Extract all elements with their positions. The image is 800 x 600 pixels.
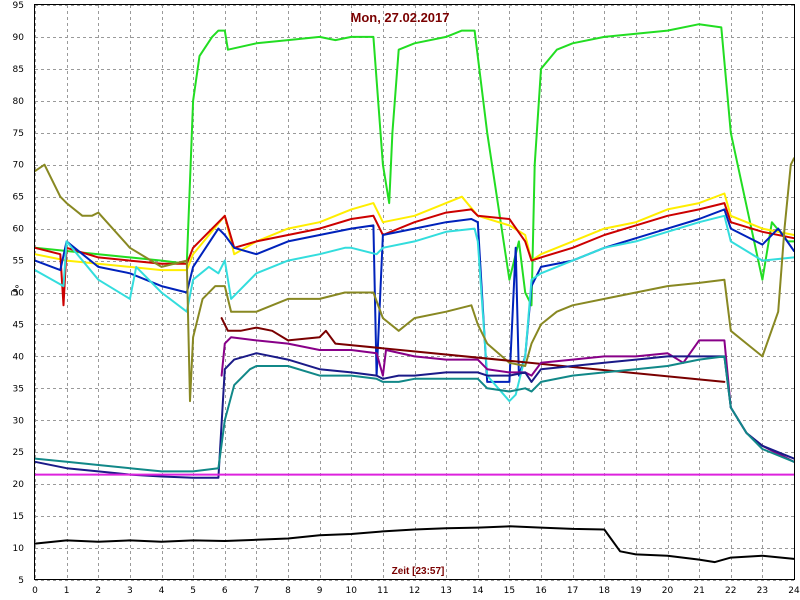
x-tick-label: 9 [317,586,323,596]
x-tick-label: 15 [504,586,515,596]
y-tick-label: 35 [13,384,24,394]
series-line-8 [220,336,795,463]
y-tick-label: 60 [13,225,25,235]
x-tick-label: 5 [190,586,196,596]
x-tick-label: 8 [285,586,291,596]
x-tick-label: 22 [725,586,736,596]
x-tick-label: 17 [567,586,578,596]
x-tick-label: 12 [409,586,420,596]
y-tick-label: 70 [13,161,25,171]
y-tick-label: 90 [13,33,25,43]
x-tick-label: 18 [599,586,611,596]
x-tick-label: 2 [95,586,101,596]
series-line-1 [34,23,795,307]
x-tick-label: 0 [32,586,38,596]
y-tick-label: 10 [13,544,25,554]
series-line-6 [34,157,795,403]
x-tick-label: 1 [64,586,70,596]
x-tick-label: 21 [693,586,704,596]
x-tick-label: 23 [757,586,768,596]
plot-area-border [34,4,795,580]
y-tick-label: 45 [13,320,24,330]
x-tick-label: 4 [159,586,165,596]
y-tick-label: 65 [13,193,24,203]
series-line-9 [34,352,795,479]
series-line-10 [34,355,795,473]
y-tick-label: 55 [13,257,24,267]
series-line-12 [34,525,795,564]
chart-title: Mon, 27.02.2017 [351,10,450,25]
x-tick-label: 11 [377,586,388,596]
x-tick-label: 3 [127,586,133,596]
y-tick-label: 95 [13,1,24,11]
series-lines [34,23,795,564]
x-tick-label: 10 [346,586,358,596]
y-axis-label: °C [8,284,19,296]
x-axis-label: Zeit [23:57] [392,566,445,577]
x-tick-label: 16 [535,586,547,596]
x-tick-label: 24 [788,586,800,596]
y-tick-label: 40 [13,352,25,362]
x-tick-label: 20 [662,586,674,596]
series-line-7 [220,317,726,383]
series-line-3 [34,202,795,307]
x-tick-label: 6 [222,586,228,596]
y-tick-label: 80 [13,97,25,107]
y-tick-label: 30 [13,416,25,426]
x-tick-label: 13 [440,586,451,596]
series-line-4 [34,208,795,383]
x-tick-label: 7 [254,586,260,596]
y-tick-label: 50 [13,289,25,299]
y-tick-label: 75 [13,129,24,139]
x-tick-label: 14 [472,586,484,596]
y-tick-label: 20 [13,480,25,490]
x-tick-label: 19 [630,586,642,596]
y-tick-label: 5 [18,576,24,586]
y-tick-label: 25 [13,448,24,458]
y-tick-label: 15 [13,512,24,522]
y-tick-label: 85 [13,65,24,75]
series-line-5 [34,214,795,403]
